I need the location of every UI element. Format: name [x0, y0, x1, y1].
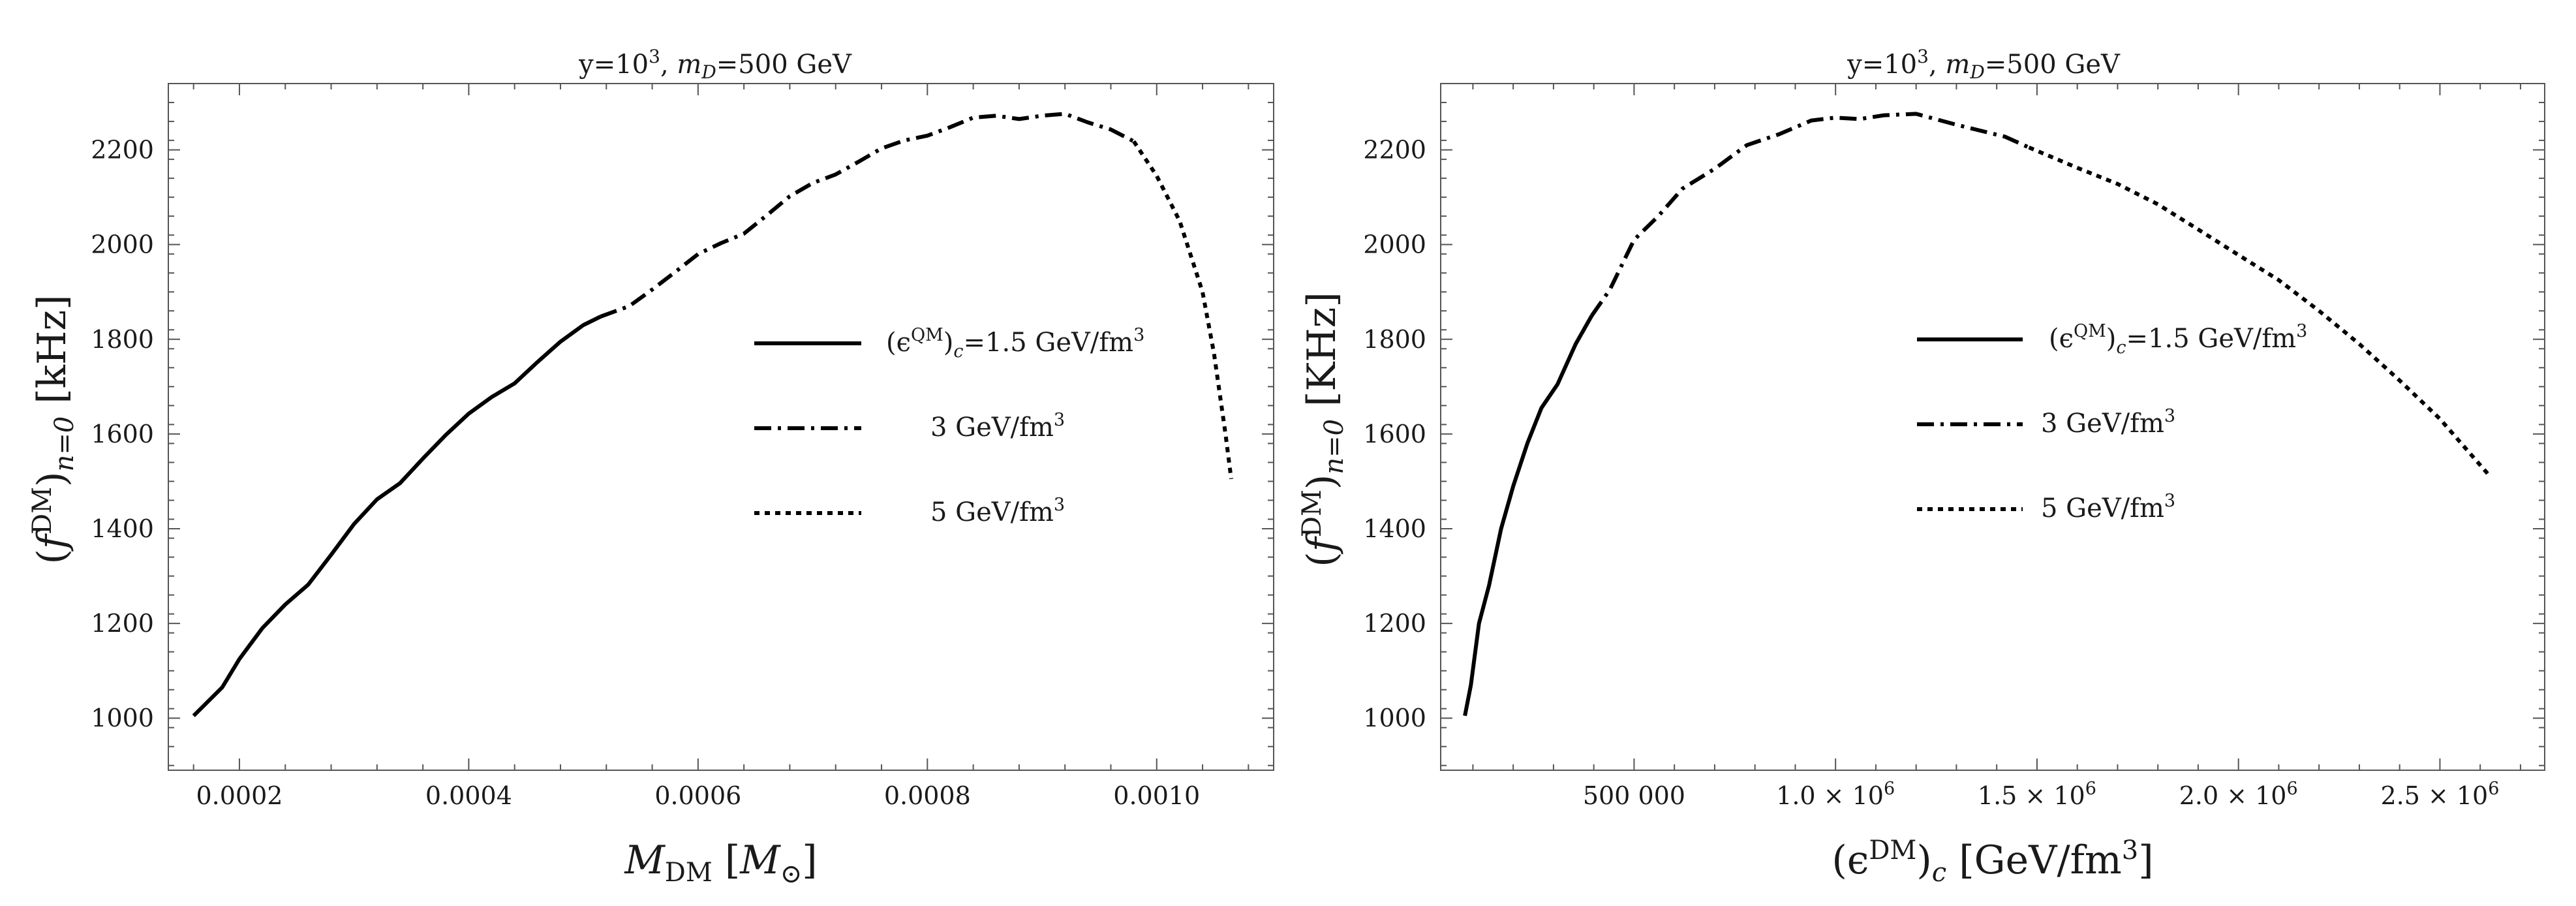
x-tick-label: 2.0 × 106	[2179, 779, 2298, 810]
x-tick-label: 1.5 × 106	[1978, 779, 2096, 810]
x-tick-label: 500 000	[1583, 781, 1685, 810]
y-tick-label: 1800	[1363, 325, 1426, 354]
y-tick-label: 1200	[1363, 609, 1426, 638]
legend-label-solid: (ϵQM)c=1.5 GeV/fm3	[886, 325, 1144, 362]
legend-label-dotted: 5 GeV/fm3	[930, 495, 1065, 527]
legend: (ϵQM)c=1.5 GeV/fm3 3 GeV/fm3 5 GeV/fm3	[754, 325, 1144, 527]
y-tick-label: 1800	[91, 325, 154, 354]
legend-label-dashdot: 3 GeV/fm3	[2041, 406, 2175, 439]
x-tick-label: 0.0010	[1113, 781, 1200, 810]
legend-label-dotted: 5 GeV/fm3	[2041, 491, 2175, 523]
legend: (ϵQM)c=1.5 GeV/fm3 3 GeV/fm3 5 GeV/fm3	[1917, 321, 2307, 523]
series-line-dashdot	[600, 112, 1135, 319]
chart-title: y=103, mD=500 GeV	[1847, 46, 2121, 83]
x-axis-label: (ϵDM)c [GeV/fm3]	[1832, 836, 2153, 888]
legend-label-solid: (ϵQM)c=1.5 GeV/fm3	[2049, 321, 2307, 358]
x-tick-label: 0.0002	[196, 781, 283, 810]
plot-frame	[1440, 83, 2545, 771]
y-axis-label: (fDM)n=0 [kHz]	[27, 294, 80, 564]
x-tick-label: 0.0008	[884, 781, 971, 810]
plot-area	[192, 112, 1233, 717]
y-tick-label: 2000	[1363, 230, 1426, 259]
series-line-dotted	[1132, 140, 1233, 480]
series-line-solid	[1463, 315, 1594, 717]
left-chart: y=103, mD=500 GeV 1000 1200 1400 1600 1800 20…	[27, 46, 1274, 889]
legend-label-dashdot: 3 GeV/fm3	[930, 410, 1065, 443]
y-axis-label: (fDM)n=0 [KHz]	[1297, 292, 1349, 567]
series-line-dashdot	[1590, 112, 2030, 317]
plot-area	[1463, 112, 2490, 717]
y-tick-label: 2200	[91, 136, 154, 164]
y-tick-label: 1000	[91, 704, 154, 732]
y-tick-label: 1400	[1363, 514, 1426, 543]
right-chart: y=103, mD=500 GeV 1000 1200 1400 1600 1800 20…	[1297, 46, 2545, 888]
series-line-solid	[192, 315, 602, 717]
y-tick-label: 1600	[91, 420, 154, 448]
chart-title: y=103, mD=500 GeV	[578, 46, 852, 83]
x-tick-label: 2.5 × 106	[2380, 779, 2499, 810]
x-tick-label: 0.0004	[425, 781, 512, 810]
y-tick-label: 1600	[1363, 420, 1426, 448]
y-tick-label: 2000	[91, 230, 154, 259]
x-tick-label: 1.0 × 106	[1776, 779, 1895, 810]
x-tick-label: 0.0006	[654, 781, 741, 810]
minor-ticks	[168, 83, 1274, 770]
y-tick-label: 1000	[1363, 704, 1426, 732]
y-tick-label: 1400	[91, 514, 154, 543]
x-axis-label: MDM [M⊙]	[624, 837, 817, 889]
y-tick-label: 1200	[91, 609, 154, 638]
minor-ticks	[1441, 83, 2545, 770]
y-tick-label: 2200	[1363, 136, 1426, 164]
plot-frame	[168, 83, 1274, 771]
series-line-dotted	[2028, 146, 2490, 476]
